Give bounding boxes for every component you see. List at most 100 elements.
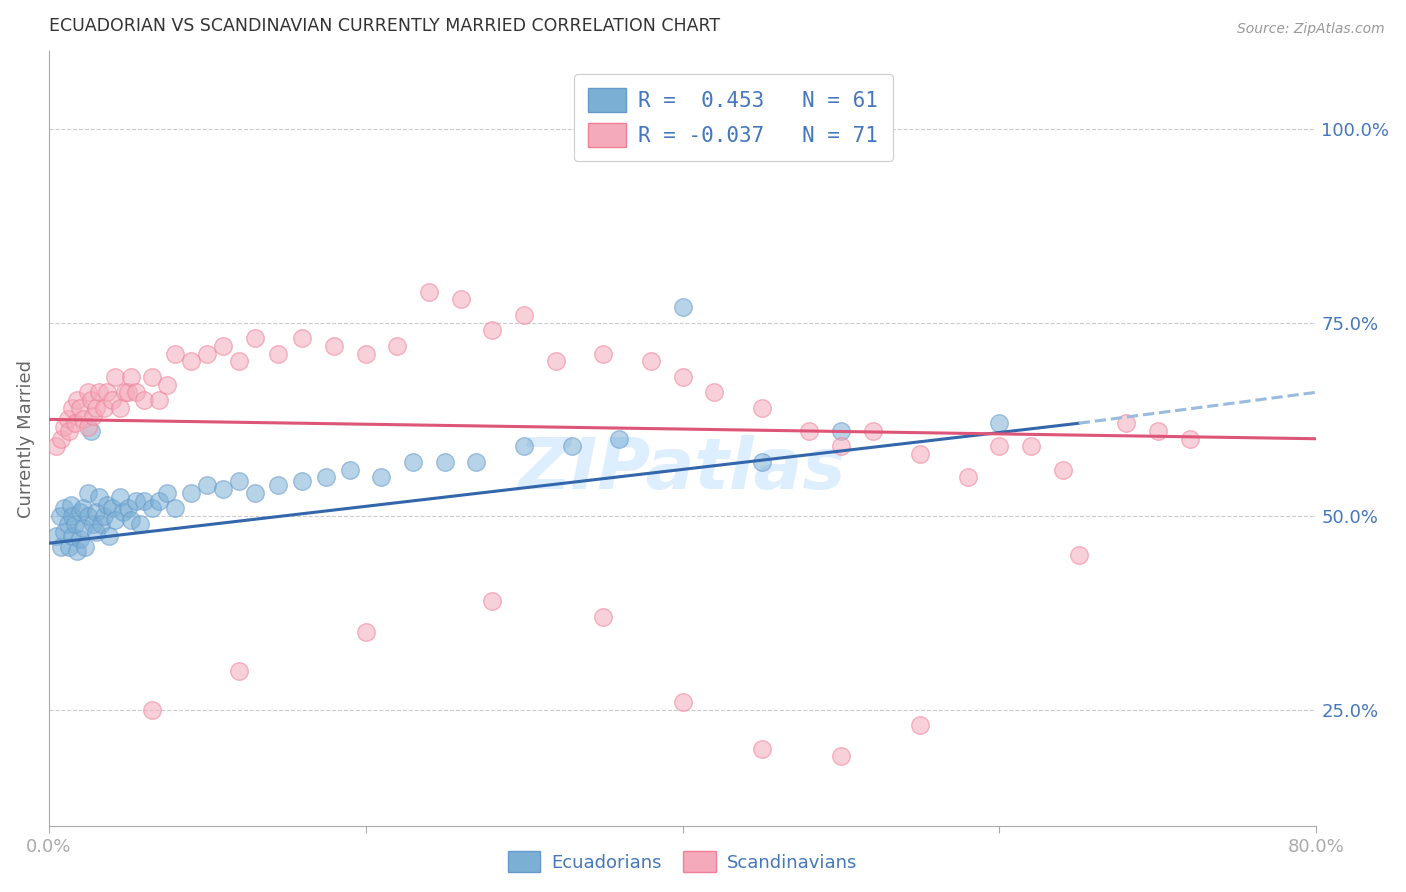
Point xyxy=(69,505,91,519)
Point xyxy=(82,516,104,531)
Point xyxy=(322,339,344,353)
Point xyxy=(830,749,852,764)
Legend: Ecuadorians, Scandinavians: Ecuadorians, Scandinavians xyxy=(498,840,868,883)
Point xyxy=(104,513,127,527)
Point xyxy=(481,323,503,337)
Point xyxy=(1115,416,1137,430)
Point xyxy=(195,478,218,492)
Point xyxy=(112,505,135,519)
Point xyxy=(60,528,83,542)
Point xyxy=(592,610,614,624)
Point xyxy=(703,385,725,400)
Point xyxy=(1052,463,1074,477)
Point xyxy=(89,385,111,400)
Point xyxy=(450,293,472,307)
Point xyxy=(73,540,96,554)
Point xyxy=(60,509,83,524)
Point xyxy=(84,524,107,539)
Point xyxy=(114,385,136,400)
Point xyxy=(354,625,377,640)
Point xyxy=(481,594,503,608)
Point xyxy=(387,339,409,353)
Point xyxy=(243,486,266,500)
Point xyxy=(90,516,112,531)
Point xyxy=(267,478,290,492)
Point xyxy=(291,331,314,345)
Point xyxy=(72,501,94,516)
Point xyxy=(69,401,91,415)
Point xyxy=(101,392,124,407)
Point xyxy=(58,540,80,554)
Point xyxy=(93,509,115,524)
Point xyxy=(96,385,118,400)
Point xyxy=(80,424,103,438)
Point xyxy=(129,516,152,531)
Point xyxy=(433,455,456,469)
Point xyxy=(228,664,250,678)
Point xyxy=(56,412,79,426)
Point xyxy=(156,377,179,392)
Point xyxy=(69,533,91,547)
Point xyxy=(45,528,67,542)
Point xyxy=(84,505,107,519)
Point xyxy=(243,331,266,345)
Text: Source: ZipAtlas.com: Source: ZipAtlas.com xyxy=(1237,22,1385,37)
Point xyxy=(77,385,100,400)
Point xyxy=(132,493,155,508)
Point xyxy=(65,516,87,531)
Point xyxy=(370,470,392,484)
Point xyxy=(671,300,693,314)
Point xyxy=(195,346,218,360)
Point xyxy=(165,346,187,360)
Text: ECUADORIAN VS SCANDINAVIAN CURRENTLY MARRIED CORRELATION CHART: ECUADORIAN VS SCANDINAVIAN CURRENTLY MAR… xyxy=(49,17,720,35)
Point xyxy=(120,369,142,384)
Point xyxy=(513,440,536,454)
Point xyxy=(402,455,425,469)
Point xyxy=(60,401,83,415)
Point xyxy=(66,392,89,407)
Point xyxy=(120,513,142,527)
Point xyxy=(544,354,567,368)
Point xyxy=(180,486,202,500)
Point xyxy=(1019,440,1042,454)
Text: ZIPatlas: ZIPatlas xyxy=(519,435,846,504)
Point xyxy=(180,354,202,368)
Point xyxy=(561,440,583,454)
Point xyxy=(77,486,100,500)
Point xyxy=(640,354,662,368)
Point xyxy=(101,501,124,516)
Point xyxy=(671,369,693,384)
Point xyxy=(108,490,131,504)
Point xyxy=(315,470,337,484)
Point xyxy=(84,401,107,415)
Point xyxy=(228,354,250,368)
Point xyxy=(51,540,73,554)
Point xyxy=(799,424,821,438)
Point xyxy=(910,718,932,732)
Point xyxy=(1147,424,1170,438)
Point xyxy=(96,498,118,512)
Point xyxy=(1178,432,1201,446)
Point xyxy=(77,509,100,524)
Point xyxy=(671,695,693,709)
Point xyxy=(66,544,89,558)
Point xyxy=(104,369,127,384)
Point xyxy=(141,501,163,516)
Point xyxy=(607,432,630,446)
Point xyxy=(80,392,103,407)
Point xyxy=(465,455,488,469)
Point xyxy=(212,339,235,353)
Point xyxy=(72,521,94,535)
Point xyxy=(751,741,773,756)
Point xyxy=(97,528,120,542)
Point xyxy=(418,285,440,299)
Point xyxy=(53,420,76,434)
Point xyxy=(988,440,1011,454)
Point xyxy=(751,455,773,469)
Point xyxy=(165,501,187,516)
Point xyxy=(148,392,170,407)
Point xyxy=(988,416,1011,430)
Point xyxy=(267,346,290,360)
Point xyxy=(89,490,111,504)
Point xyxy=(77,420,100,434)
